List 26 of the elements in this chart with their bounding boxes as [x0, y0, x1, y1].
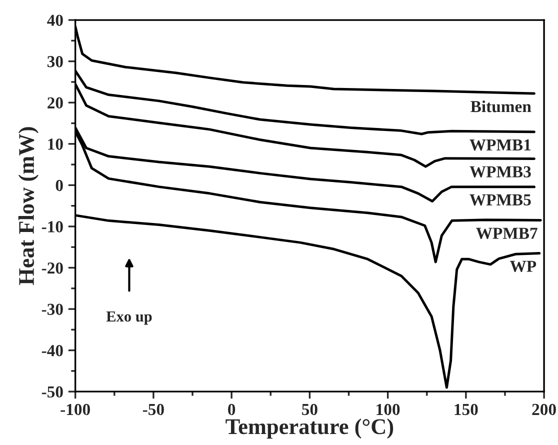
y-tick-label: 30: [47, 56, 63, 68]
y-tick-label: 0: [56, 180, 63, 192]
y-tick-label: 10: [48, 138, 63, 150]
x-tick-label: -50: [142, 404, 164, 416]
y-tick-label: 20: [48, 97, 63, 109]
x-tick-label: 200: [532, 404, 556, 416]
series-label: WPMB5: [470, 194, 531, 206]
x-tick-label: 0: [228, 404, 236, 416]
series-label: WPMB3: [470, 166, 531, 178]
y-tick-label: -30: [42, 304, 63, 315]
series-label: Bitumen: [470, 100, 532, 112]
y-tick-label: -20: [42, 262, 63, 274]
series-label: WPMB1: [470, 139, 531, 151]
series-label: WPMB7: [476, 228, 538, 240]
y-tick-label: -40: [42, 345, 63, 356]
y-axis-title: Heat Flow (mW): [18, 127, 39, 286]
x-tick-label: -100: [60, 404, 90, 416]
y-tick-label: 40: [47, 14, 63, 26]
series-label: WP: [510, 260, 536, 272]
y-tick-label: -50: [42, 386, 63, 398]
annotation: Exo up: [106, 311, 152, 325]
x-tick-label: 100: [376, 404, 400, 416]
x-tick-label: 50: [302, 404, 318, 416]
y-tick-label: -10: [42, 221, 63, 232]
x-axis-title: Temperature (°C): [226, 418, 394, 439]
x-tick-label: 150: [454, 404, 478, 416]
